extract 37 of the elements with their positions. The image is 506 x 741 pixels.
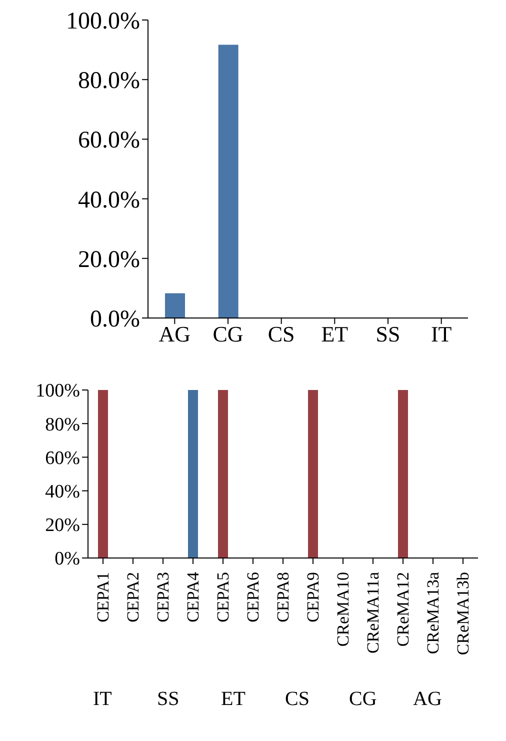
x-tick-label: CEPA4 [184, 572, 202, 622]
y-tick-label: 60.0% [78, 128, 140, 154]
text: CG [349, 688, 378, 711]
x-tick-label: ET [321, 322, 349, 347]
x-tick-label: CEPA8 [274, 572, 292, 622]
text: CS [285, 688, 310, 711]
y-tick-label: 40.0% [78, 187, 140, 214]
y-tick-label: 40% [45, 482, 80, 503]
y-tick-label: 100.0% [66, 8, 140, 35]
text: SS [157, 688, 180, 711]
x-tick-label: CEPA3 [154, 572, 172, 622]
x-tick-label: CS [268, 322, 295, 347]
x-tick-label: CG [212, 322, 244, 347]
x-tick-label: CReMA10 [334, 572, 352, 647]
y-tick-label: 80.0% [78, 68, 140, 94]
x-tick-label: IT [430, 322, 452, 347]
x-tick-label: CReMA13a [424, 572, 442, 654]
text: AG [413, 688, 443, 711]
y-tick-label: 20% [45, 515, 80, 536]
y-tick-label: 0% [54, 548, 80, 570]
x-tick-label: CReMA12 [394, 572, 412, 647]
y-tick-label: 80% [45, 414, 80, 436]
x-tick-label: CEPA6 [244, 572, 262, 622]
y-tick-label: 20.0% [78, 246, 140, 273]
y-tick-label: 100% [36, 380, 80, 402]
y-tick-label: 0.0% [90, 306, 140, 333]
text: ET [221, 688, 246, 711]
x-tick-label: CReMA13b [454, 572, 472, 656]
x-tick-label: AG [158, 322, 191, 347]
y-tick-label: 60% [45, 448, 80, 469]
x-tick-label: CEPA2 [124, 572, 142, 622]
x-tick-label: CEPA5 [214, 572, 232, 622]
x-tick-label: CReMA11a [364, 572, 382, 654]
x-tick-label: CEPA1 [94, 572, 112, 622]
text: IT [93, 688, 113, 711]
x-tick-label: CEPA9 [304, 572, 322, 622]
x-tick-label: SS [376, 322, 400, 347]
